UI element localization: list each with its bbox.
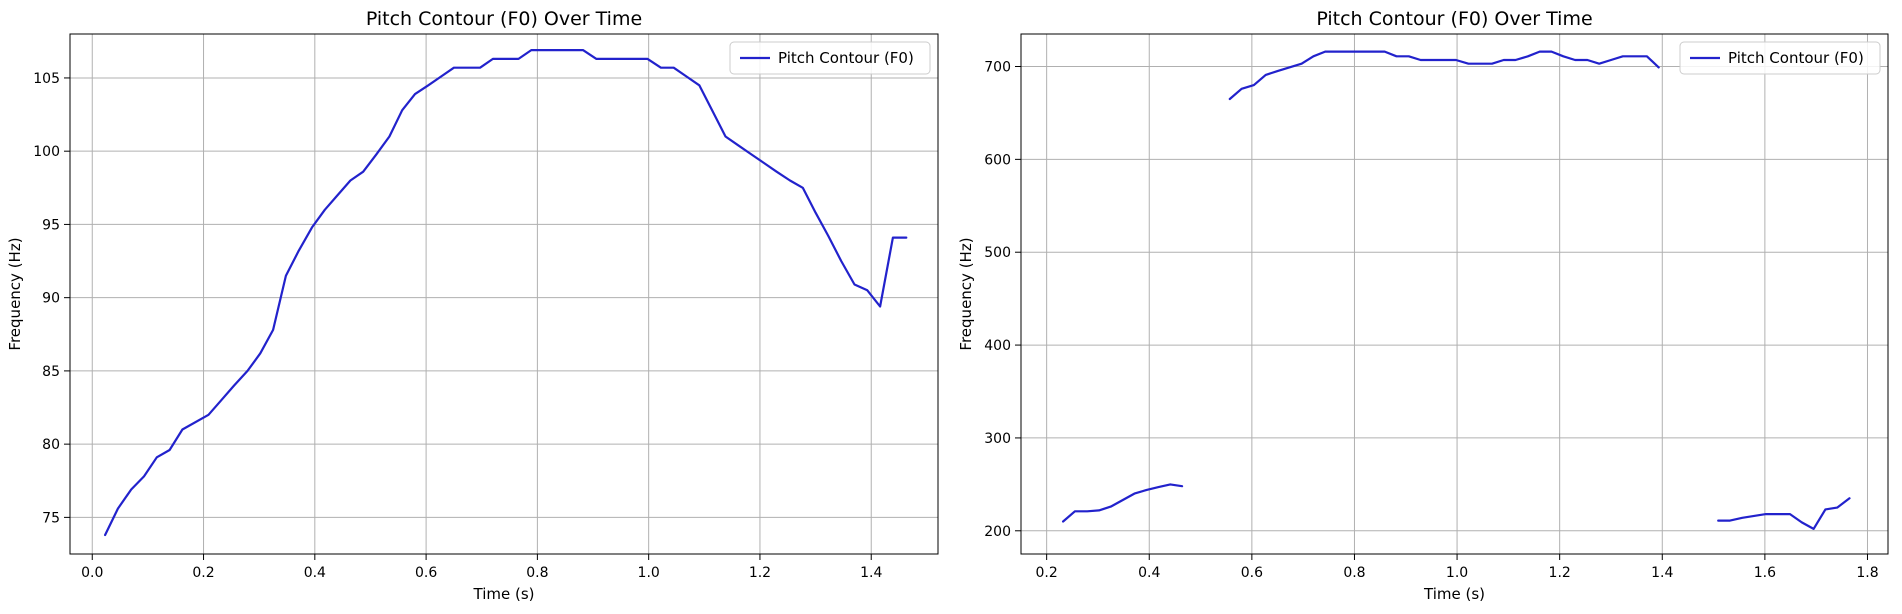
chart-title: Pitch Contour (F0) Over Time [366,8,642,30]
chart-panel-2: 0.2 0.4 0.6 0.8 1.0 1.2 1.4 1.6 1.8 200 300 400 500 6… [957,8,1889,603]
x-tick-label: 0.2 [1036,565,1058,581]
y-tick-label: 95 [42,217,60,233]
y-tick-label: 600 [984,152,1011,168]
plot-frame [69,33,939,555]
chart-panel-1: 0.0 0.2 0.4 0.6 0.8 1.0 1.2 1.4 75 80 85 90 95 100 105… [6,8,939,603]
plot-frame [1020,33,1889,555]
x-tick-label: 0.6 [415,565,437,581]
y-tick-label: 700 [984,60,1011,76]
y-tick-label: 100 [33,144,60,160]
x-tick-label: 0.2 [192,565,214,581]
series-line-segment-1 [103,48,908,537]
x-tick-label: 1.4 [860,565,882,581]
y-tick-label: 500 [984,245,1011,261]
y-tick-label: 80 [42,437,60,453]
x-axis-label: Time (s) [1423,585,1485,603]
x-tick-label: 0.6 [1241,565,1263,581]
series-line-segment-1 [1061,483,1184,523]
x-tick-label: 0.4 [1138,565,1160,581]
chart-title: Pitch Contour (F0) Over Time [1316,8,1592,30]
legend: Pitch Contour (F0) [1679,41,1881,75]
legend-box [729,41,931,75]
x-tick-label: 0.4 [304,565,326,581]
y-axis-label: Frequency (Hz) [957,237,975,350]
y-tick-label: 75 [42,510,60,526]
x-tick-label: 1.4 [1651,565,1673,581]
y-tick-label: 200 [984,524,1011,540]
y-tick-label: 105 [33,71,60,87]
x-tick-label: 0.0 [81,565,103,581]
x-tick-label: 1.0 [638,565,660,581]
legend-box [1679,41,1881,75]
y-tick-label: 85 [42,364,60,380]
x-tick-label: 0.8 [526,565,548,581]
x-tick-label: 0.8 [1343,565,1365,581]
x-tick-label: 1.2 [749,565,771,581]
y-tick-label: 90 [42,291,60,307]
legend-label: Pitch Contour (F0) [778,49,914,67]
series-line-segment-3 [1717,497,1851,531]
y-axis-label: Frequency (Hz) [6,237,24,350]
x-tick-label: 1.2 [1549,565,1571,581]
x-tick-label: 1.0 [1446,565,1468,581]
legend: Pitch Contour (F0) [729,41,931,75]
y-tick-label: 300 [984,431,1011,447]
x-axis-label: Time (s) [473,585,535,603]
series-line-segment-2 [1228,50,1660,101]
x-tick-label: 1.6 [1754,565,1776,581]
legend-label: Pitch Contour (F0) [1728,49,1864,67]
y-tick-label: 400 [984,338,1011,354]
x-tick-label: 1.8 [1856,565,1878,581]
